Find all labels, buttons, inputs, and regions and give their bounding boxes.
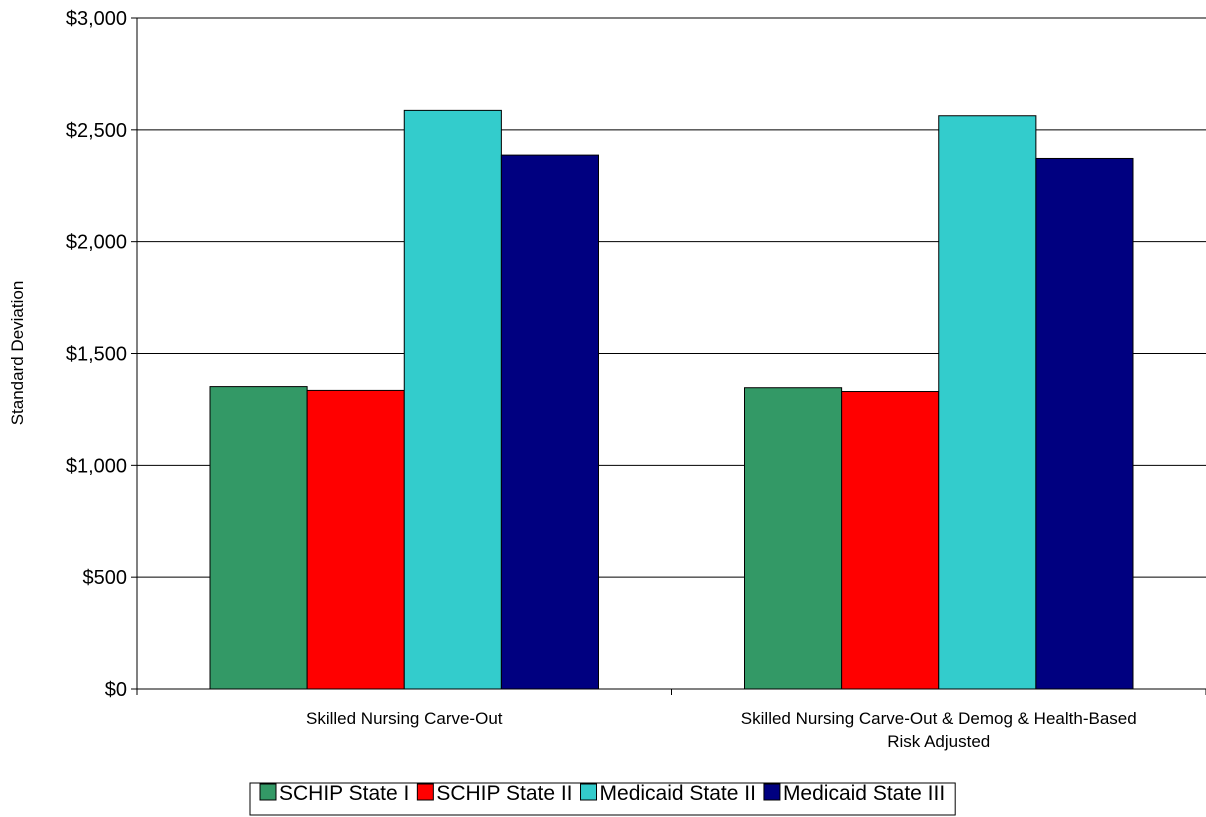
y-tick-label: $0 (105, 679, 127, 701)
legend-swatch (259, 783, 277, 801)
legend-label: Medicaid State III (783, 782, 945, 805)
x-category-label: Risk Adjusted (887, 732, 990, 751)
bar (306, 389, 405, 690)
y-tick-label: $2,000 (66, 232, 127, 254)
y-axis-label: Standard Deviation (8, 281, 27, 426)
legend-label: SCHIP State II (436, 782, 572, 805)
axes (131, 17, 1206, 695)
legend-swatch (763, 783, 781, 801)
y-tick-label: $2,500 (66, 120, 127, 142)
legend-label: Medicaid State II (600, 782, 756, 805)
y-tick-label: $1,000 (66, 455, 127, 477)
legend-swatch (580, 783, 598, 801)
bar (841, 391, 940, 690)
bar (403, 109, 502, 690)
y-tick-labels: $0 $500 $1,000 $1,500 $2,000 $2,500 $3,000 (66, 8, 127, 701)
bars (209, 109, 1134, 690)
y-tick-label: $3,000 (66, 8, 127, 30)
bar (500, 154, 599, 690)
y-tick-label: $1,500 (66, 344, 127, 366)
y-tick-label: $500 (83, 567, 128, 589)
x-category-label: Skilled Nursing Carve-Out (306, 709, 503, 728)
bar (209, 386, 308, 690)
legend-label: SCHIP State I (279, 782, 409, 805)
legend: SCHIP State I SCHIP State II Medicaid Stat… (249, 782, 956, 816)
bar (938, 115, 1037, 690)
x-category-labels: Skilled Nursing Carve-Out Skilled Nursing… (306, 709, 1137, 751)
bar (1035, 157, 1134, 690)
legend-box (249, 782, 956, 816)
legend-swatch (416, 783, 434, 801)
bar (744, 387, 843, 690)
x-category-label: Skilled Nursing Carve-Out & Demog & Heal… (741, 709, 1137, 728)
